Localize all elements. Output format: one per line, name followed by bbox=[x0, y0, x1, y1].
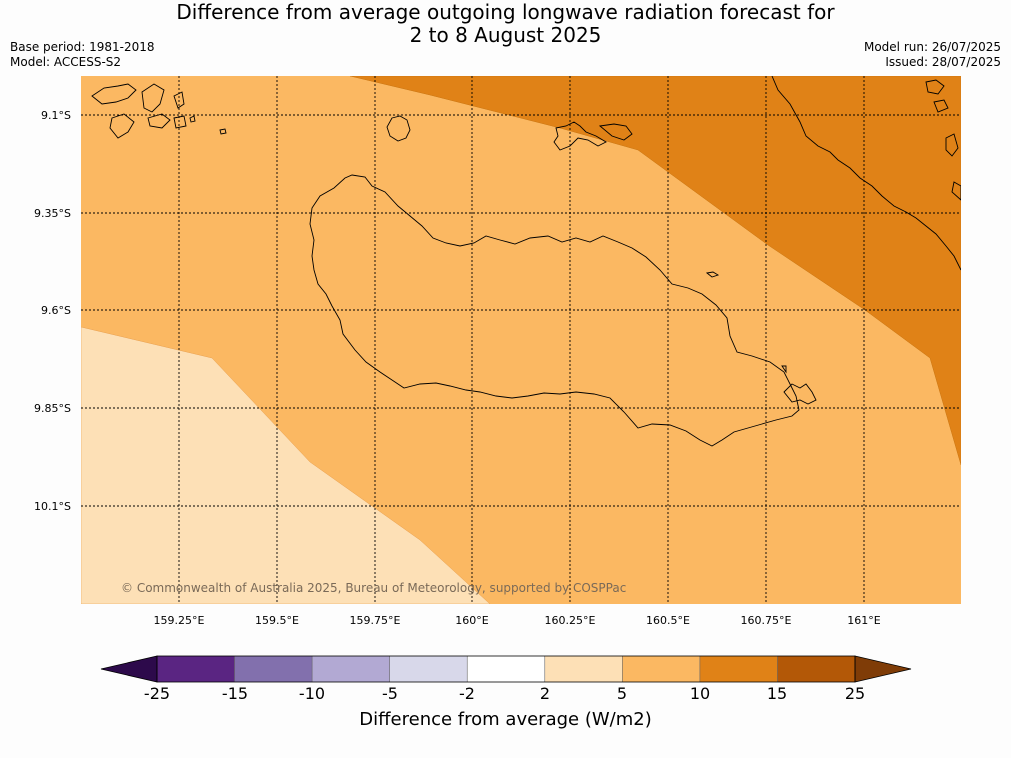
colorbar-segment bbox=[622, 656, 701, 682]
lat-label-9-35: 9.35°S bbox=[34, 207, 71, 220]
lon-label-161: 161°E bbox=[847, 614, 880, 627]
longitude-labels: 159.25°E 159.5°E 159.75°E 160°E 160.25°E… bbox=[154, 614, 881, 627]
lon-label-160-25: 160.25°E bbox=[545, 614, 596, 627]
lat-label-9-85: 9.85°S bbox=[34, 402, 71, 415]
colorbar-under-arrow bbox=[100, 655, 158, 683]
island-guadalcanal-coastline bbox=[309, 174, 800, 447]
lat-label-10-1: 10.1°S bbox=[34, 500, 71, 513]
colorbar-segment bbox=[777, 656, 856, 682]
map-title-line-1: Difference from average outgoing longwav… bbox=[176, 0, 835, 24]
islet-small-coastline bbox=[219, 128, 227, 135]
colorbar-axis-label: Difference from average (W/m2) bbox=[359, 709, 652, 730]
colorbar-segment bbox=[389, 656, 468, 682]
lon-label-160-5: 160.5°E bbox=[646, 614, 690, 627]
islet-east-coastline bbox=[705, 271, 720, 278]
colorbar-tick-label: 25 bbox=[845, 684, 865, 703]
anomaly-band-2-to-5 bbox=[81, 326, 491, 604]
colorbar-segment bbox=[157, 656, 236, 682]
colorbar-tick-label: 15 bbox=[767, 684, 787, 703]
malaita-coastline bbox=[771, 76, 961, 271]
lon-label-159-25: 159.25°E bbox=[154, 614, 205, 627]
colorbar-tick-label: 2 bbox=[540, 684, 550, 703]
colorbar-frame bbox=[156, 655, 856, 683]
colorbar-tick-label: -25 bbox=[144, 684, 170, 703]
map-plot-area: © Commonwealth of Australia 2025, Bureau… bbox=[81, 76, 961, 604]
colorbar-tick-label: -5 bbox=[382, 684, 398, 703]
base-period-text: Base period: 1981-2018 bbox=[10, 40, 155, 54]
islet-north-coastline bbox=[386, 115, 411, 142]
eastern-cape-islets-coastline bbox=[781, 365, 817, 405]
issued-text: Issued: 28/07/2025 bbox=[885, 55, 1001, 69]
russell-islands-coastline bbox=[91, 83, 196, 139]
colorbar-tick-label: -15 bbox=[222, 684, 248, 703]
colorbar: -25 -15 -10 -5 -2 2 5 10 15 25 bbox=[100, 655, 912, 703]
colorbar-segments bbox=[157, 656, 856, 682]
lon-label-160-75: 160.75°E bbox=[741, 614, 792, 627]
model-run-text: Model run: 26/07/2025 bbox=[863, 40, 1001, 54]
metadata-right: Model run: 26/07/2025 Issued: 28/07/2025 bbox=[864, 40, 1001, 70]
latitude-labels: 9.1°S 9.35°S 9.6°S 9.85°S 10.1°S bbox=[34, 109, 71, 513]
colorbar-segment bbox=[467, 656, 546, 682]
florida-islands-coastline bbox=[553, 121, 633, 151]
colorbar-segment bbox=[234, 656, 313, 682]
coastlines bbox=[91, 76, 961, 447]
lon-label-159-5: 159.5°E bbox=[255, 614, 299, 627]
lon-label-160: 160°E bbox=[455, 614, 488, 627]
model-text: Model: ACCESS-S2 bbox=[10, 55, 122, 69]
map-title-line-2: 2 to 8 August 2025 bbox=[409, 23, 602, 47]
colorbar-tick-labels: -25 -15 -10 -5 -2 2 5 10 15 25 bbox=[144, 684, 865, 703]
lat-label-9-1: 9.1°S bbox=[41, 109, 71, 122]
colorbar-tick-label: -2 bbox=[459, 684, 475, 703]
anomaly-band-10-to-15 bbox=[349, 76, 961, 466]
copyright-notice: © Commonwealth of Australia 2025, Bureau… bbox=[121, 581, 626, 595]
colorbar-tick-label: -10 bbox=[299, 684, 325, 703]
colorbar-over-arrow bbox=[854, 655, 912, 683]
lat-label-9-6: 9.6°S bbox=[41, 304, 71, 317]
colorbar-segment bbox=[699, 656, 778, 682]
lon-label-159-75: 159.75°E bbox=[350, 614, 401, 627]
colorbar-tick-label: 10 bbox=[690, 684, 710, 703]
malaita-north-islets-coastline bbox=[925, 79, 961, 201]
colorbar-tick-label: 5 bbox=[617, 684, 627, 703]
colorbar-segment bbox=[544, 656, 623, 682]
metadata-left: Base period: 1981-2018 Model: ACCESS-S2 bbox=[10, 40, 155, 70]
colorbar-segment bbox=[312, 656, 391, 682]
graticule bbox=[81, 76, 961, 604]
